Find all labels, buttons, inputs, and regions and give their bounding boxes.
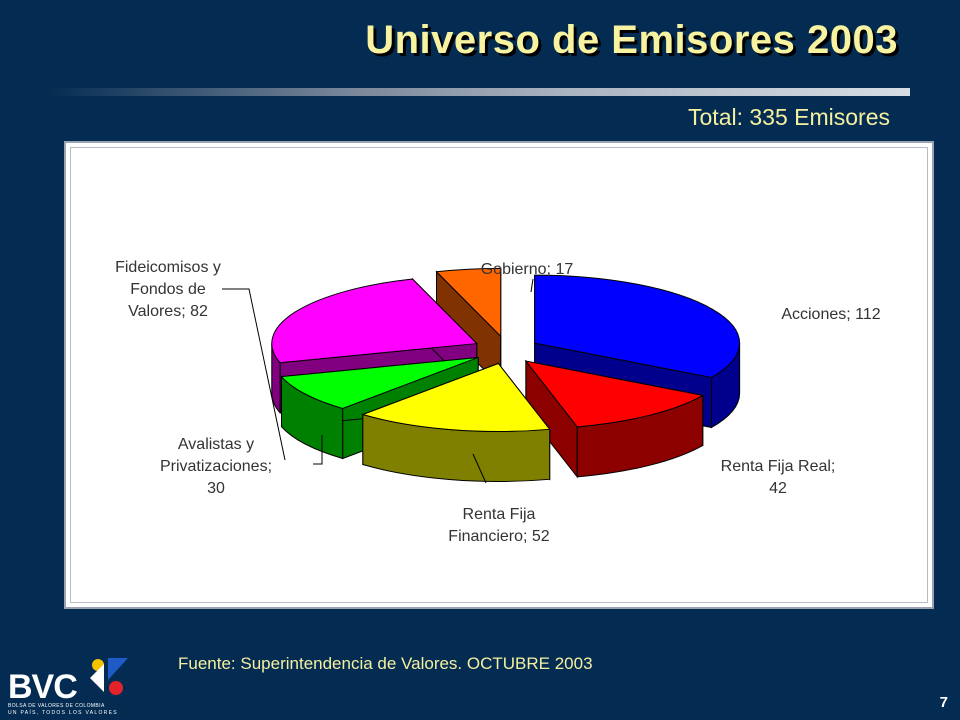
slice-top: [524, 360, 705, 428]
slice-label: Acciones; 112: [781, 306, 880, 323]
logo-wordmark: BVC: [8, 668, 78, 706]
chart-area: Acciones; 112 Renta Fija Real; 42 Renta Fij…: [64, 141, 934, 609]
logo-red-dot: [109, 681, 123, 695]
slice-label: Fideicomisos y Fondos de Valores; 82: [115, 259, 221, 320]
title-underline: [48, 88, 910, 96]
slice-label: Gobierno; 17: [481, 261, 574, 278]
logo-white-shape: [90, 664, 104, 692]
slice-top: [361, 362, 551, 432]
slice-label: Renta Fija Financiero; 52: [448, 506, 549, 545]
logo-slogan: UN PAÍS, TODOS LOS VALORES: [8, 710, 118, 716]
logo-tagline: BOLSA DE VALORES DE COLOMBIA: [8, 703, 105, 709]
leader-line: [530, 278, 534, 293]
chart-inner-border: [70, 147, 928, 603]
leader-line: [313, 435, 323, 465]
pie-slice: [524, 359, 705, 479]
logo-blue-triangle: [108, 658, 128, 680]
pie-slice: [361, 362, 551, 482]
bvc-logo: [90, 658, 128, 695]
leader-line: [472, 453, 487, 484]
slide-title: Universo de Emisores 2003: [365, 18, 898, 62]
chart-subtitle: Total: 335 Emisores: [688, 104, 890, 130]
slice-top: [271, 278, 478, 364]
slice-top: [435, 267, 502, 338]
slice-label: Avalistas y Privatizaciones; 30: [160, 436, 272, 497]
slice-label: Renta Fija Real; 42: [721, 458, 836, 497]
page-number: 7: [939, 694, 948, 711]
leader-line: [222, 288, 286, 461]
source-note: Fuente: Superintendencia de Valores. OCT…: [178, 654, 593, 673]
slice-top: [280, 356, 479, 410]
pie-chart: Acciones; 112 Renta Fija Real; 42 Renta Fij…: [115, 259, 881, 545]
slice-top: [534, 274, 741, 379]
